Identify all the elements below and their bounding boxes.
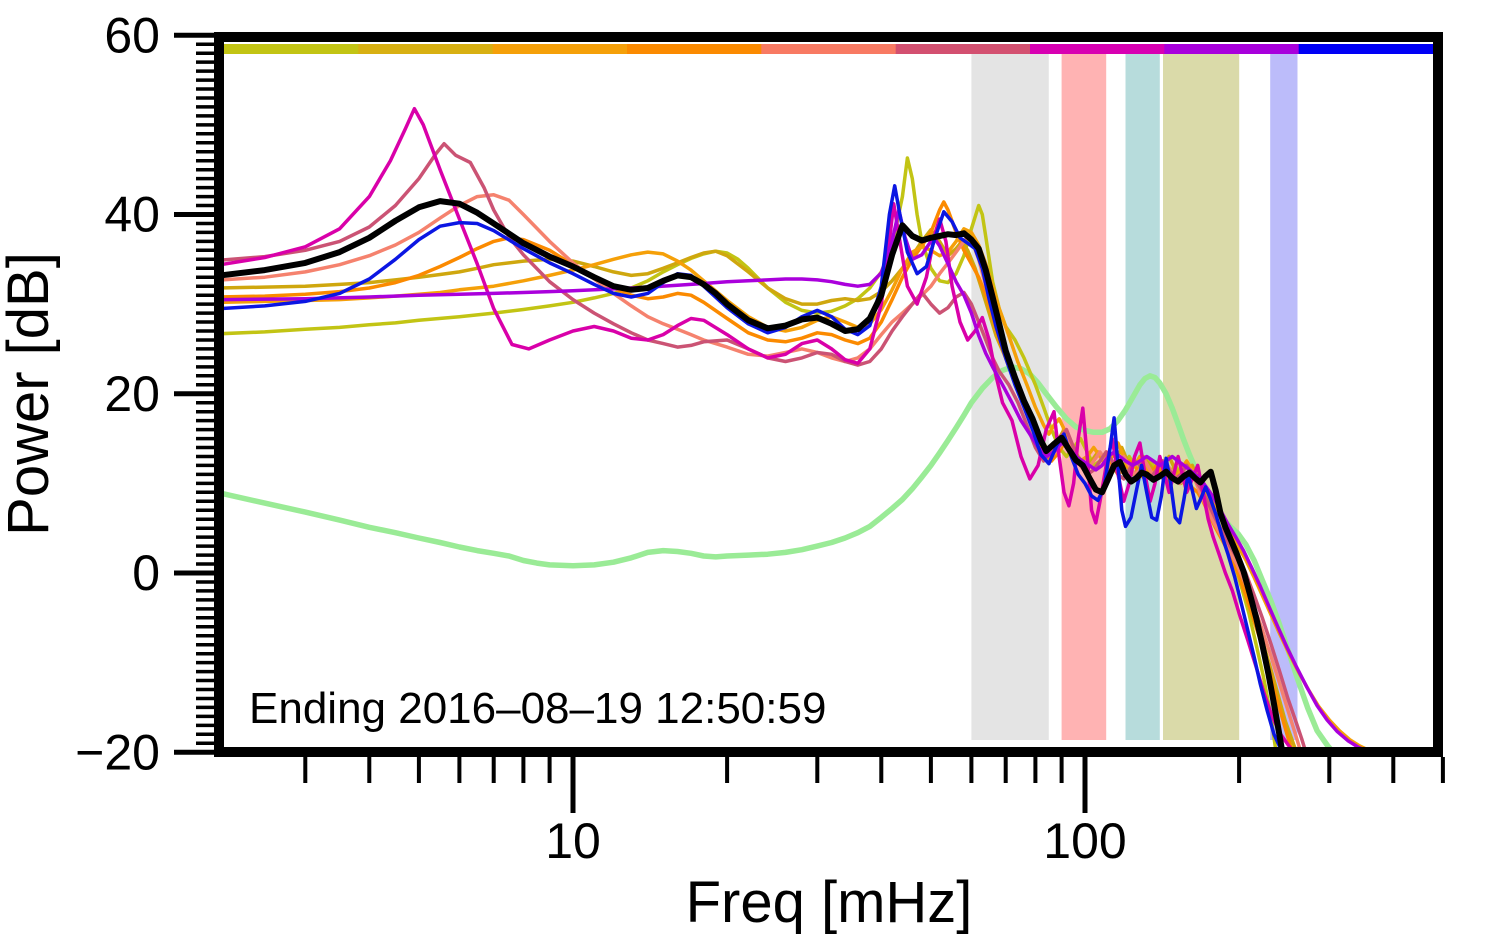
top-bar-segment-5: [761, 44, 897, 54]
x-tick-label-10: 10: [545, 813, 601, 869]
top-bar-segment-3: [492, 44, 628, 54]
y-axis-title: Power [dB]: [0, 252, 61, 536]
top-bar-segment-4: [627, 44, 762, 54]
series-purple: [224, 208, 1365, 748]
plot-frame: [214, 32, 1443, 757]
top-color-bar: [224, 44, 1434, 54]
band-olive: [1163, 54, 1240, 740]
y-tick-label-60: 60: [104, 7, 160, 63]
x-axis-title: Freq [mHz]: [686, 870, 973, 935]
top-bar-segment-6: [895, 44, 1031, 54]
band-red: [1061, 54, 1107, 740]
series-orange: [224, 227, 1369, 748]
top-bar-segment-9: [1298, 44, 1434, 54]
highlight-bands: [971, 54, 1298, 740]
top-bar-segment-7: [1030, 44, 1165, 54]
y-tick-label-0: 0: [132, 545, 160, 601]
axis-tick-labels: 60 40 20 0 −20 10 100: [75, 7, 1127, 869]
series-black-mean: [224, 198, 1285, 748]
y-tick-label--20: −20: [75, 724, 160, 780]
ending-timestamp-annotation: Ending 2016–08–19 12:50:59: [249, 684, 826, 733]
top-bar-segment-2: [358, 44, 494, 54]
y-tick-label-20: 20: [104, 366, 160, 422]
axis-ticks: [174, 32, 1445, 813]
y-tick-label-40: 40: [104, 187, 160, 243]
x-tick-label-100: 100: [1043, 813, 1126, 869]
top-bar-segment-1: [224, 44, 359, 54]
spectra-curves: [224, 106, 1369, 748]
top-bar-segment-8: [1164, 44, 1300, 54]
